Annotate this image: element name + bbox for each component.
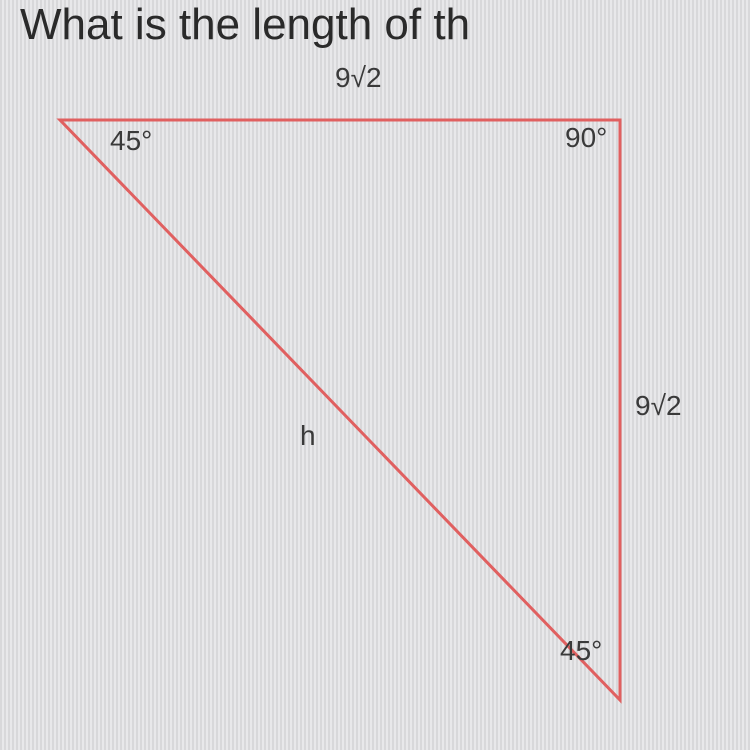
right-side-label: 9√2	[635, 390, 682, 422]
right-side-value: 9√2	[635, 390, 682, 421]
top-left-angle-label: 45°	[110, 125, 152, 157]
bottom-right-angle-value: 45°	[560, 635, 602, 666]
triangle-svg	[20, 60, 700, 720]
question-text: What is the length of th	[20, 0, 470, 50]
top-right-angle-value: 90°	[565, 122, 607, 153]
top-left-angle-value: 45°	[110, 125, 152, 156]
top-right-angle-label: 90°	[565, 122, 607, 154]
triangle-diagram: 9√2 9√2 h 45° 90° 45°	[20, 60, 700, 720]
top-side-value: 9√2	[335, 62, 382, 93]
bottom-right-angle-label: 45°	[560, 635, 602, 667]
top-side-label: 9√2	[335, 62, 382, 94]
triangle-shape	[60, 120, 620, 700]
hypotenuse-label: h	[300, 420, 316, 452]
hypotenuse-value: h	[300, 420, 316, 451]
